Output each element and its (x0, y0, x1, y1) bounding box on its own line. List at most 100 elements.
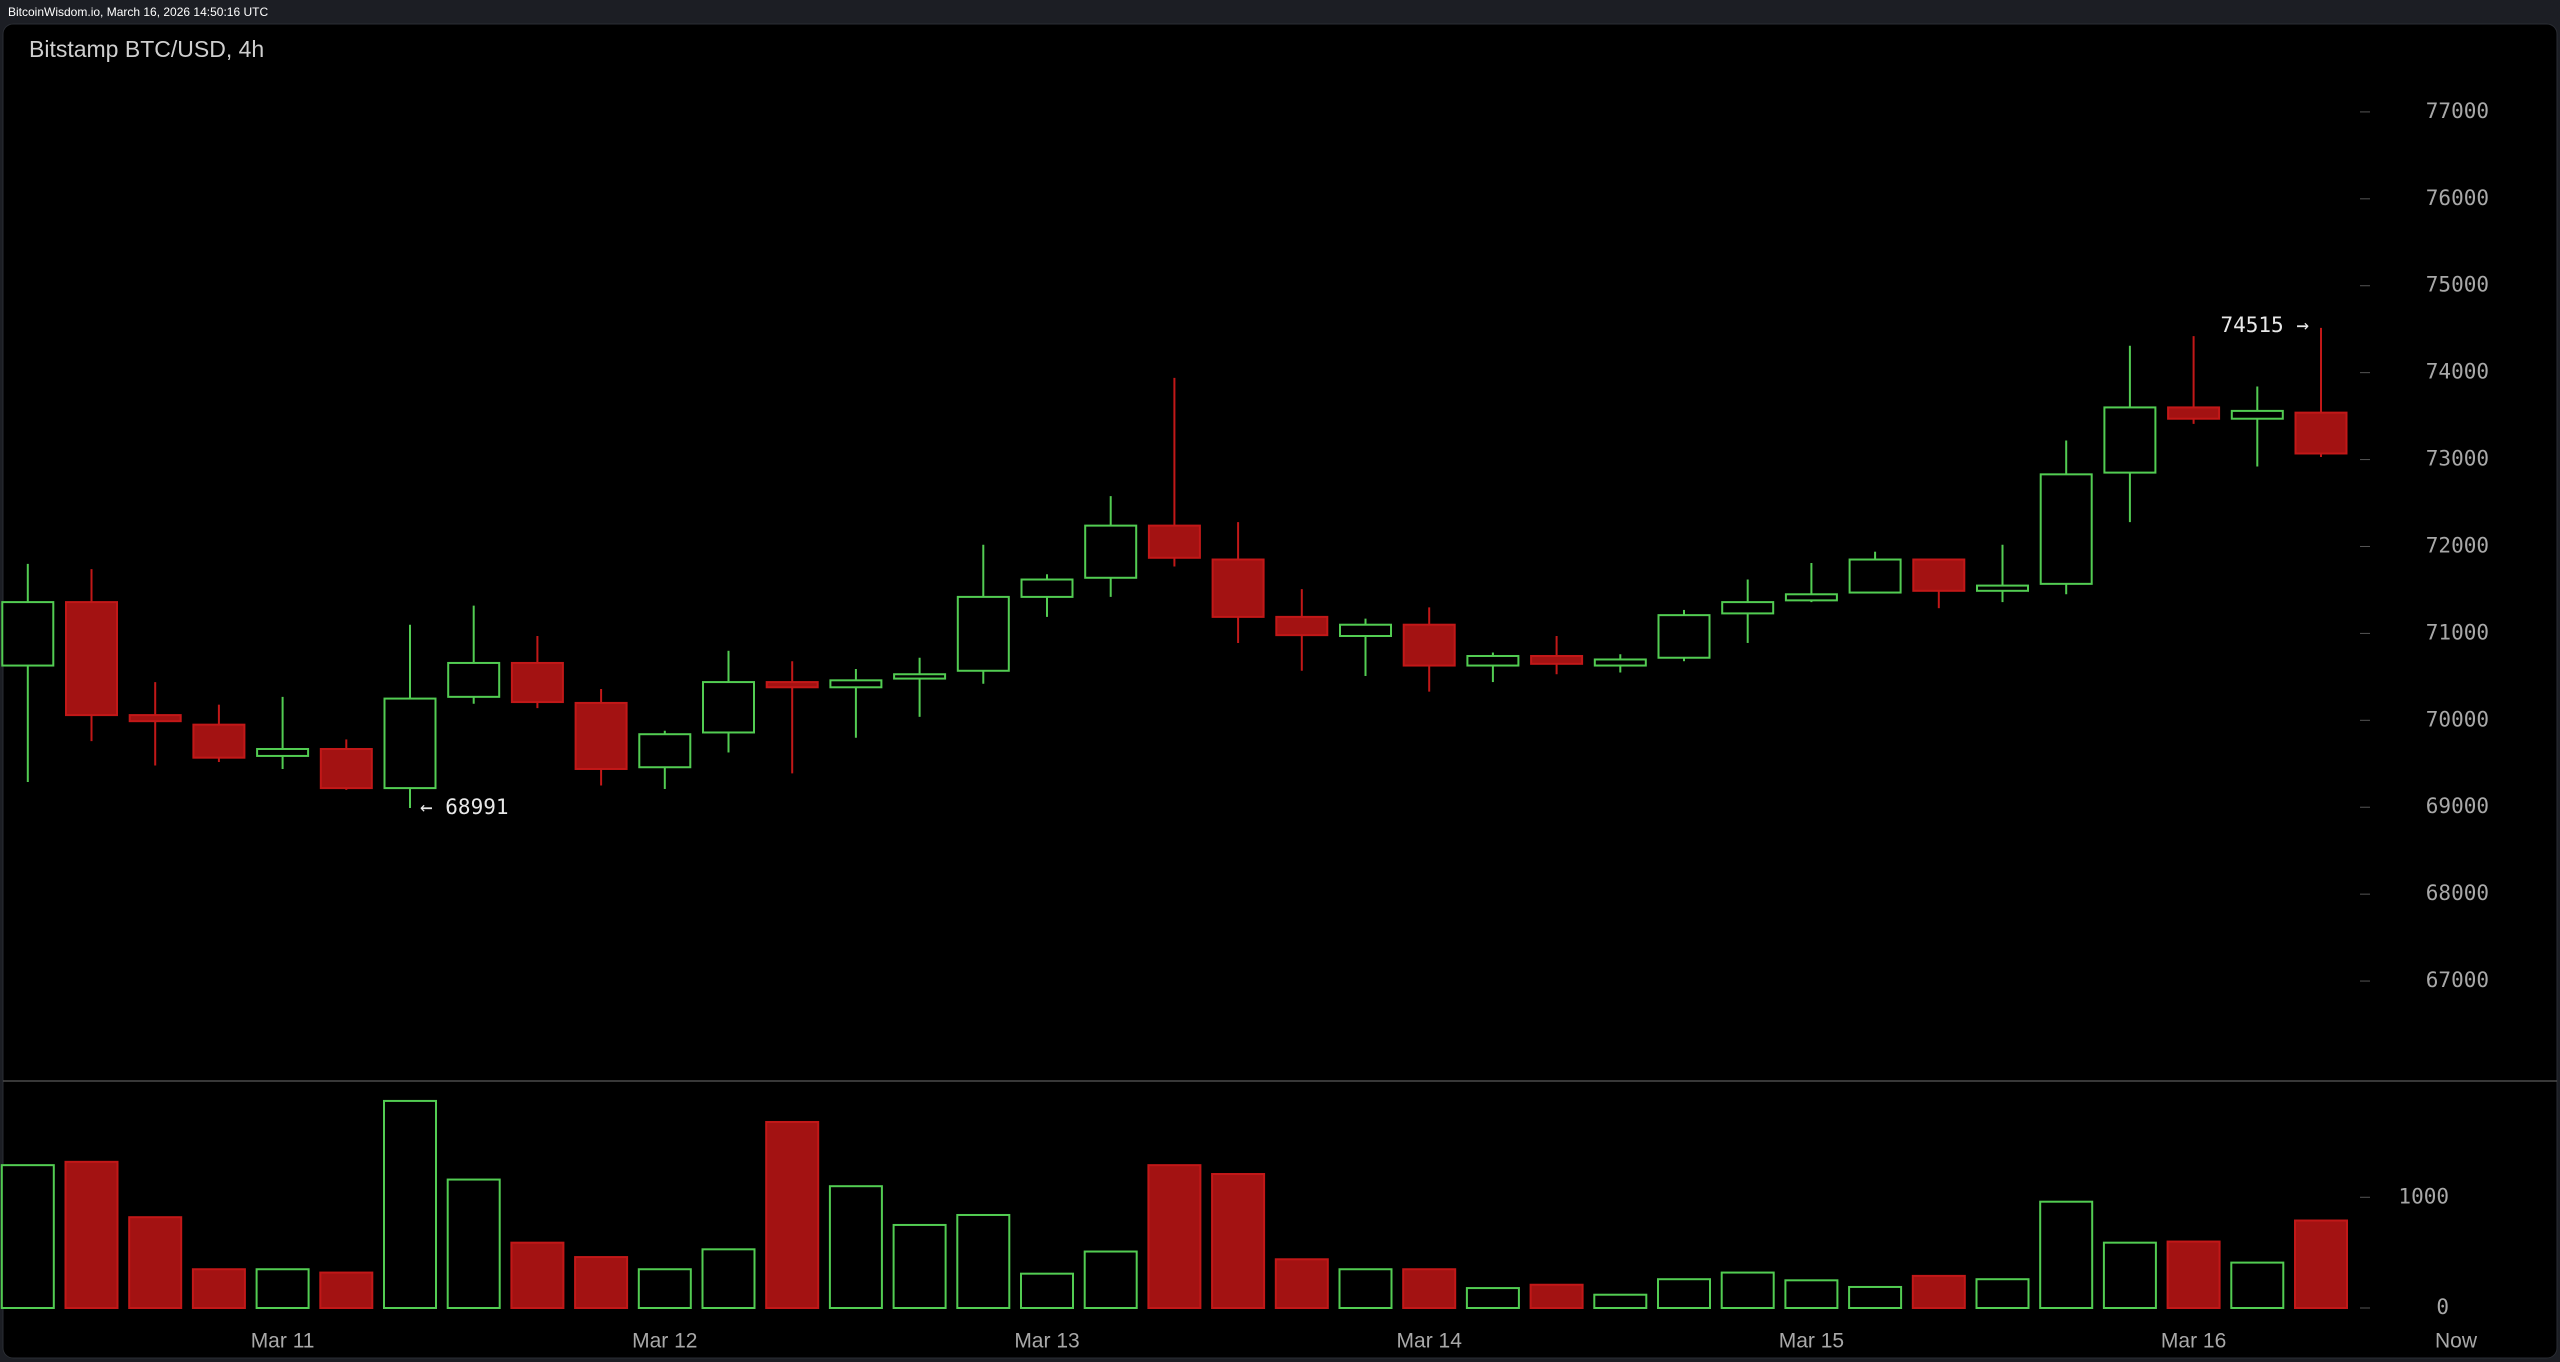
candle-body (256, 747, 310, 757)
volume-bar (892, 1223, 947, 1309)
volume-bar (1020, 1272, 1074, 1310)
volume-bar (1147, 1164, 1202, 1310)
volume-bar (828, 1185, 883, 1309)
volume-bar (1465, 1287, 1520, 1309)
x-tick-label: Mar 15 (1779, 1330, 1844, 1353)
volume-bar (2102, 1241, 2157, 1310)
volume-bar (383, 1099, 437, 1310)
candle-body (447, 661, 501, 698)
volume-bar (64, 1160, 119, 1309)
x-tick-label: Mar 13 (1014, 1330, 1079, 1353)
candle-body (1275, 615, 1329, 637)
candle-body (1784, 593, 1838, 602)
y-tick-label: 76000 (2426, 186, 2489, 210)
candle-body (1848, 558, 1902, 594)
candle-body (1211, 558, 1265, 618)
volume-bar (574, 1256, 629, 1309)
volume-bar (2039, 1200, 2094, 1309)
candle-body (1657, 614, 1711, 659)
volume-bar (1911, 1274, 1966, 1310)
volume-bar (0, 1164, 55, 1310)
x-tick-label: Mar 14 (1397, 1330, 1463, 1353)
candle-body (765, 681, 819, 689)
candle-body (1530, 654, 1584, 665)
y-tick-label: 75000 (2426, 273, 2489, 297)
header-text: BitcoinWisdom.io, March 16, 2026 14:50:1… (8, 5, 268, 19)
candle-body (2230, 409, 2284, 420)
volume-bar (2166, 1240, 2221, 1310)
volume-bar (637, 1268, 692, 1309)
y-tick-label: 74000 (2426, 360, 2489, 384)
candle-body (1912, 558, 1966, 592)
candle-body (702, 681, 755, 734)
candle-body (893, 673, 947, 680)
candle-body (1721, 601, 1775, 615)
volume-bar (446, 1178, 501, 1310)
y-tick-label: 77000 (2426, 99, 2489, 123)
candle-body (510, 661, 564, 704)
x-tick-label: Mar 11 (251, 1330, 315, 1353)
candle-body (1466, 654, 1520, 667)
volume-bar (1593, 1293, 1648, 1309)
candle-body (1020, 578, 1074, 598)
volume-bar (1529, 1283, 1584, 1309)
candle-body (1147, 524, 1201, 559)
y-tick-label: 69000 (2426, 794, 2489, 818)
volume-bar (1211, 1173, 1266, 1310)
volume-bar (1975, 1278, 2030, 1309)
volume-tick-label: 0 (2436, 1295, 2449, 1319)
candle-body (574, 701, 628, 770)
candle-body (2167, 406, 2221, 420)
y-tick-label: 70000 (2426, 707, 2489, 731)
candle-body (1402, 623, 1456, 667)
candle-body (192, 723, 246, 759)
volume-bar (956, 1213, 1011, 1309)
volume-bar (1274, 1258, 1329, 1310)
candle-body (1976, 584, 2029, 592)
candle-body (2294, 411, 2348, 455)
volume-bar (1657, 1278, 1711, 1309)
low-annotation: ← 68991 (420, 795, 509, 819)
chart-panel (2, 23, 2558, 1359)
volume-bar (2294, 1219, 2348, 1310)
candle-body (128, 714, 182, 723)
volume-bar (1338, 1268, 1393, 1309)
candle-body (2103, 406, 2157, 474)
candle-body (319, 747, 373, 790)
volume-bar (319, 1271, 374, 1309)
candle-body (638, 733, 692, 769)
candle-body (1339, 623, 1392, 638)
volume-bar (1402, 1268, 1457, 1309)
volume-tick-label: 1000 (2398, 1184, 2449, 1208)
candle-body (1084, 524, 1138, 579)
x-tick-label: Mar 16 (2161, 1330, 2226, 1353)
volume-bar (1720, 1271, 1775, 1309)
candle-body (956, 595, 1010, 672)
volume-bar (1083, 1250, 1138, 1310)
candle-body (383, 697, 437, 790)
volume-bar (255, 1268, 310, 1309)
high-annotation: 74515 → (2220, 313, 2309, 337)
volume-bar (765, 1120, 820, 1309)
candle-body (65, 601, 118, 717)
x-end-label: Now (2435, 1330, 2478, 1353)
volume-bar (2230, 1261, 2285, 1309)
candle-body (1, 601, 55, 667)
candle-body (2039, 473, 2093, 585)
y-tick-label: 72000 (2426, 533, 2489, 557)
y-tick-label: 67000 (2426, 968, 2489, 992)
candle-body (829, 679, 883, 689)
y-tick-label: 71000 (2426, 620, 2489, 644)
y-tick-label: 73000 (2426, 447, 2489, 471)
volume-bar (510, 1241, 565, 1310)
candle-body (1593, 658, 1647, 667)
x-tick-label: Mar 12 (632, 1330, 697, 1353)
volume-bar (1784, 1279, 1839, 1309)
chart-title: Bitstamp BTC/USD, 4h (29, 36, 264, 62)
volume-bar (191, 1268, 246, 1309)
volume-bar (701, 1248, 756, 1310)
y-tick-label: 68000 (2426, 881, 2489, 905)
volume-bar (128, 1216, 183, 1309)
